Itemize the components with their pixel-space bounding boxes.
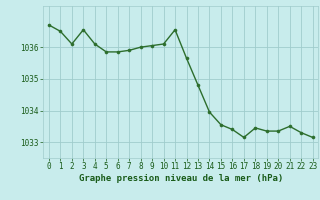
- X-axis label: Graphe pression niveau de la mer (hPa): Graphe pression niveau de la mer (hPa): [79, 174, 283, 183]
